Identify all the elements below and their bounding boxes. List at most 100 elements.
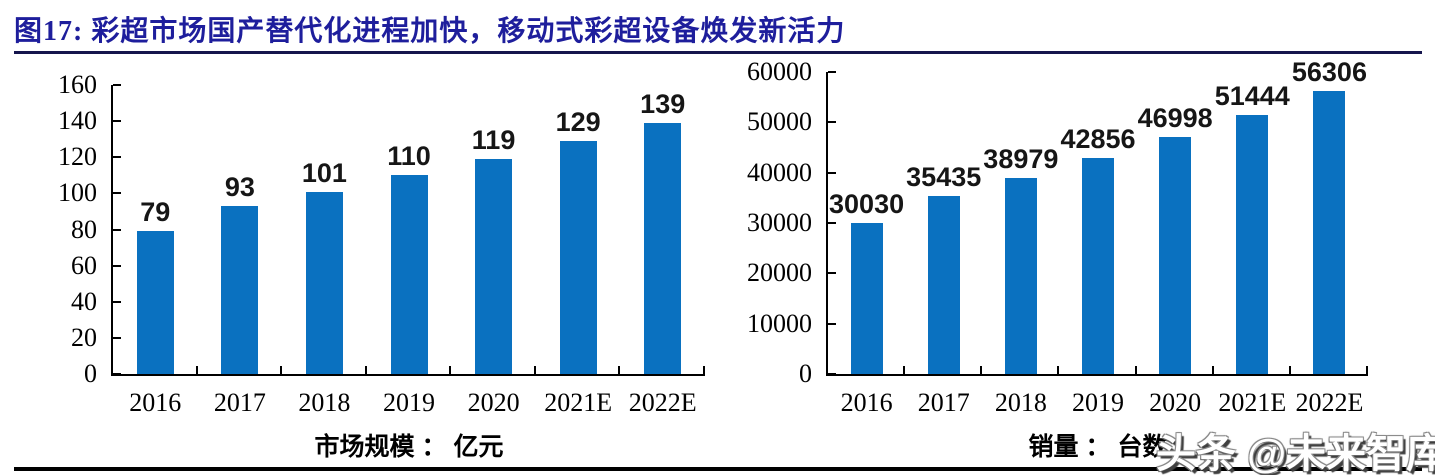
bar bbox=[1004, 177, 1037, 374]
y-tick-label: 160 bbox=[58, 70, 97, 99]
figure-title: 图17: 彩超市场国产替代化进程加快，移动式彩超设备焕发新活力 bbox=[14, 16, 846, 47]
y-tick-label: 20000 bbox=[747, 258, 812, 288]
x-category-label: 2016 bbox=[840, 388, 893, 417]
x-tick bbox=[1366, 366, 1368, 374]
y-tick bbox=[113, 192, 121, 195]
bottom-rule bbox=[14, 467, 1422, 471]
y-tick-label: 50000 bbox=[747, 107, 812, 137]
bar bbox=[1236, 115, 1269, 374]
bar bbox=[390, 175, 428, 374]
x-category-label: 2019 bbox=[383, 388, 435, 417]
bar bbox=[1313, 90, 1346, 374]
bar bbox=[136, 231, 174, 374]
bar-value-label: 110 bbox=[387, 141, 431, 172]
x-tick bbox=[1211, 366, 1214, 374]
x-tick bbox=[364, 366, 367, 374]
bar bbox=[1159, 137, 1192, 374]
x-category-label: 2018 bbox=[994, 388, 1047, 417]
title-underline-rule bbox=[14, 51, 1422, 54]
x-axis-line bbox=[111, 374, 705, 376]
y-tick bbox=[828, 121, 836, 124]
bar bbox=[927, 195, 960, 374]
y-tick-label: 120 bbox=[58, 142, 97, 172]
y-tick bbox=[828, 71, 836, 73]
x-category-label: 2021E bbox=[544, 388, 613, 417]
bar bbox=[644, 122, 682, 374]
y-tick bbox=[828, 272, 836, 275]
market-size-axis-caption: 市场规模 ： 亿元 bbox=[314, 433, 504, 461]
y-tick bbox=[828, 222, 836, 224]
y-tick-label: 20 bbox=[71, 322, 97, 352]
y-tick bbox=[113, 156, 121, 159]
y-tick-label: 80 bbox=[71, 214, 97, 244]
x-category-label: 2022E bbox=[628, 388, 697, 417]
bar-value-label: 46998 bbox=[1137, 103, 1213, 134]
x-tick bbox=[449, 366, 452, 374]
bar bbox=[305, 191, 343, 374]
y-tick-label: 40000 bbox=[747, 157, 812, 187]
bar-value-label: 101 bbox=[301, 157, 347, 188]
y-tick-label: 100 bbox=[58, 178, 97, 208]
x-category-label: 2018 bbox=[298, 388, 351, 417]
bar-value-label: 56306 bbox=[1291, 56, 1367, 87]
bar-value-label: 51444 bbox=[1214, 81, 1290, 112]
bar-value-label: 79 bbox=[140, 197, 171, 228]
y-tick bbox=[113, 84, 121, 86]
bar-value-label: 38979 bbox=[983, 143, 1059, 174]
y-tick bbox=[113, 336, 121, 339]
y-axis-line bbox=[826, 72, 828, 376]
y-tick bbox=[113, 373, 121, 375]
y-axis-line bbox=[111, 85, 113, 376]
bar-value-label: 129 bbox=[555, 106, 601, 137]
bar-value-label: 93 bbox=[224, 172, 255, 203]
x-tick bbox=[533, 366, 536, 374]
x-category-label: 2019 bbox=[1072, 388, 1124, 417]
x-category-label: 2016 bbox=[129, 388, 182, 417]
x-axis-line bbox=[826, 374, 1368, 376]
x-tick bbox=[1057, 366, 1060, 374]
y-tick-label: 30000 bbox=[747, 208, 812, 237]
bar-value-label: 119 bbox=[471, 125, 516, 156]
x-category-label: 2017 bbox=[917, 388, 970, 417]
bar bbox=[850, 222, 883, 374]
y-tick-label: 60 bbox=[71, 250, 97, 280]
y-tick-label: 40 bbox=[71, 286, 97, 316]
x-category-label: 2020 bbox=[1149, 388, 1202, 417]
x-tick bbox=[1288, 366, 1291, 374]
y-tick-label: 0 bbox=[84, 359, 97, 388]
x-tick bbox=[280, 366, 283, 374]
bar-value-label: 139 bbox=[640, 88, 686, 119]
bar-value-label: 30030 bbox=[829, 188, 905, 219]
y-tick bbox=[113, 228, 121, 231]
y-tick bbox=[113, 264, 121, 267]
x-category-label: 2022E bbox=[1295, 388, 1364, 417]
y-tick bbox=[113, 120, 121, 123]
x-category-label: 2020 bbox=[467, 388, 520, 417]
bar bbox=[559, 140, 597, 374]
x-category-label: 2017 bbox=[213, 388, 266, 417]
x-tick bbox=[1134, 366, 1137, 374]
y-tick bbox=[828, 322, 836, 325]
y-tick-label: 60000 bbox=[747, 57, 812, 86]
bar bbox=[1082, 158, 1114, 374]
y-tick bbox=[113, 300, 121, 303]
bar-value-label: 42856 bbox=[1060, 124, 1136, 155]
x-tick bbox=[980, 366, 983, 374]
x-tick bbox=[703, 366, 705, 374]
x-category-label: 2021E bbox=[1218, 388, 1287, 417]
y-tick bbox=[828, 171, 836, 174]
y-tick-label: 140 bbox=[58, 106, 97, 136]
x-tick bbox=[903, 366, 906, 374]
bar bbox=[221, 206, 259, 374]
y-tick-label: 0 bbox=[799, 359, 812, 388]
y-tick bbox=[828, 373, 836, 375]
sales-volume-axis-caption: 销量 ： 台数 bbox=[1028, 433, 1168, 461]
bar bbox=[475, 159, 513, 374]
toutiao-watermark: 头条 @未来智库 bbox=[1156, 432, 1435, 475]
bar-value-label: 35435 bbox=[906, 161, 982, 192]
x-tick bbox=[195, 366, 198, 374]
x-tick bbox=[618, 366, 621, 374]
